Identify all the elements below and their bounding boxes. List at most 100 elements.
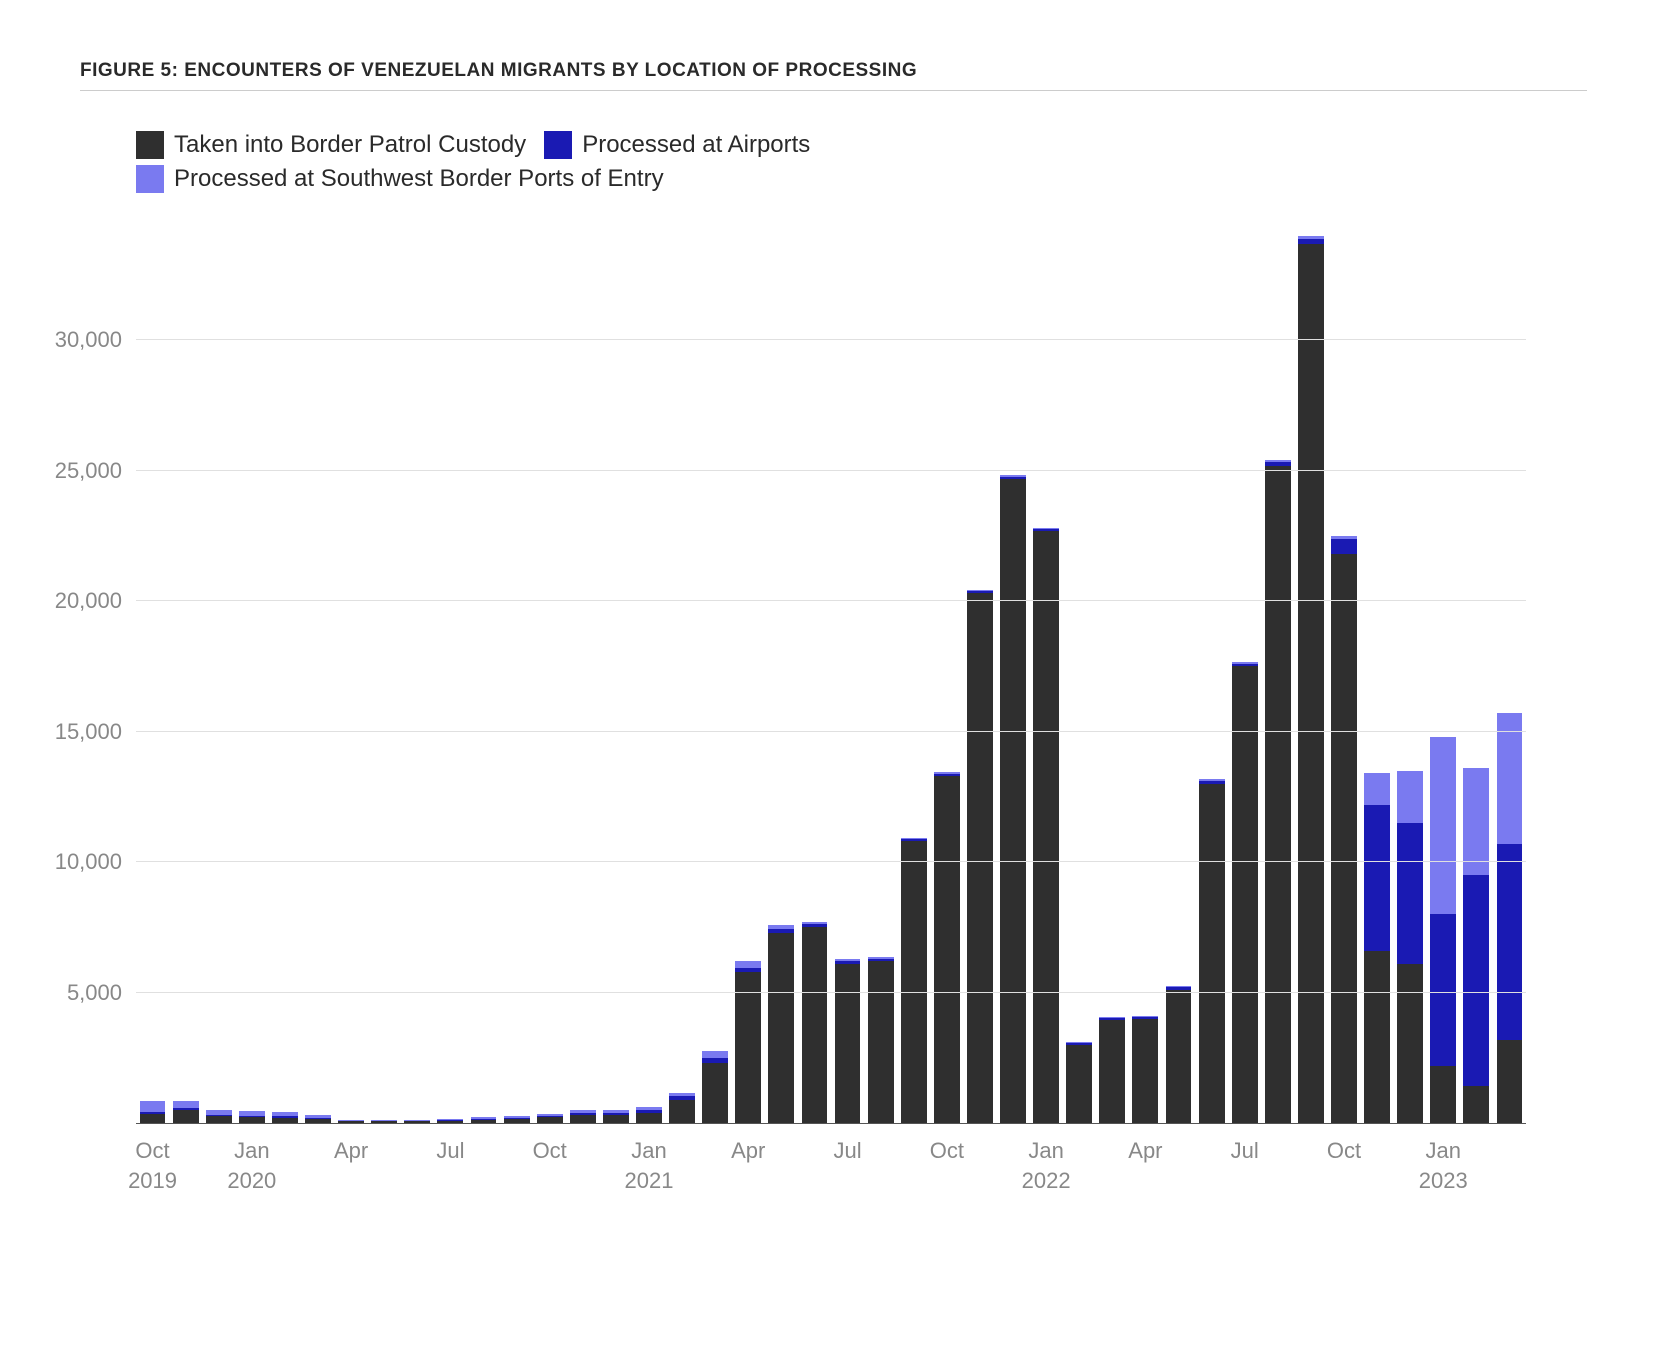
bar-segment-custody	[1199, 784, 1225, 1123]
bar-group	[173, 223, 199, 1123]
bar-group	[437, 223, 463, 1123]
bar-segment-custody	[140, 1114, 166, 1123]
bar-group	[239, 223, 265, 1123]
bar-segment-airports	[1298, 239, 1324, 244]
x-tick-label: Apr	[334, 1136, 368, 1166]
grid-line	[136, 731, 1526, 732]
legend-label-custody: Taken into Border Patrol Custody	[174, 131, 526, 159]
bar-segment-ports	[206, 1110, 232, 1115]
bar-group	[1331, 223, 1357, 1123]
x-tick-label: Jan2022	[1022, 1136, 1071, 1195]
bar-segment-custody	[570, 1115, 596, 1123]
bar-segment-airports	[702, 1058, 728, 1063]
bar-segment-airports	[1066, 1043, 1092, 1045]
x-tick-label: Jan2021	[624, 1136, 673, 1195]
bar-segment-custody	[1331, 554, 1357, 1123]
legend-item-custody: Taken into Border Patrol Custody	[136, 131, 526, 159]
bar-segment-custody	[603, 1115, 629, 1123]
bar-segment-ports	[504, 1116, 530, 1118]
bar-segment-ports	[272, 1112, 298, 1117]
bar-segment-ports	[934, 772, 960, 774]
bar-group	[1132, 223, 1158, 1123]
bar-segment-airports	[537, 1116, 563, 1118]
legend-swatch-ports	[136, 165, 164, 193]
bar-segment-custody	[272, 1118, 298, 1123]
bar-segment-ports	[1000, 475, 1026, 477]
bar-segment-custody	[1000, 479, 1026, 1123]
x-tick-label: Jul	[436, 1136, 464, 1166]
bar-segment-custody	[1364, 951, 1390, 1123]
bar-group	[272, 223, 298, 1123]
bar-group	[1033, 223, 1059, 1123]
bar-segment-custody	[1232, 666, 1258, 1123]
x-tick-label: Jan2023	[1419, 1136, 1468, 1195]
bar-segment-ports	[371, 1120, 397, 1121]
bar-segment-ports	[1265, 460, 1291, 462]
bar-segment-custody	[636, 1113, 662, 1123]
bar-segment-custody	[1497, 1040, 1523, 1123]
bar-segment-airports	[1099, 1018, 1125, 1020]
plot-region: 5,00010,00015,00020,00025,00030,000	[136, 223, 1526, 1124]
bar-segment-airports	[1430, 914, 1456, 1065]
bar-segment-airports	[735, 968, 761, 972]
bar-segment-custody	[1066, 1045, 1092, 1123]
bar-segment-ports	[603, 1110, 629, 1113]
bar-segment-airports	[1132, 1017, 1158, 1019]
bar-group	[1397, 223, 1423, 1123]
bar-segment-custody	[338, 1121, 364, 1123]
bar-segment-ports	[1232, 662, 1258, 664]
y-tick-label: 15,000	[55, 719, 122, 745]
grid-line	[136, 600, 1526, 601]
bar-segment-custody	[471, 1120, 497, 1123]
title-block: FIGURE 5: ENCOUNTERS OF VENEZUELAN MIGRA…	[80, 60, 1587, 91]
bar-group	[1430, 223, 1456, 1123]
bar-segment-airports	[1199, 781, 1225, 784]
bar-segment-ports	[1364, 773, 1390, 804]
bar-segment-ports	[1430, 737, 1456, 914]
bar-group	[570, 223, 596, 1123]
legend-label-airports: Processed at Airports	[582, 131, 810, 159]
bar-segment-airports	[173, 1108, 199, 1110]
bar-segment-airports	[272, 1116, 298, 1118]
bar-segment-airports	[802, 924, 828, 927]
bar-segment-airports	[1000, 477, 1026, 479]
bar-group	[835, 223, 861, 1123]
bar-segment-ports	[735, 961, 761, 968]
bar-segment-custody	[967, 593, 993, 1123]
bar-segment-airports	[1364, 805, 1390, 951]
bar-segment-ports	[338, 1120, 364, 1121]
bar-segment-airports	[1033, 529, 1059, 531]
bar-group	[404, 223, 430, 1123]
bar-segment-airports	[768, 929, 794, 933]
bar-segment-ports	[901, 838, 927, 840]
x-tick-label: Oct	[930, 1136, 964, 1166]
x-tick-label: Jan2020	[227, 1136, 276, 1195]
bar-segment-custody	[1132, 1019, 1158, 1123]
bar-segment-custody	[1033, 531, 1059, 1123]
bar-segment-custody	[868, 961, 894, 1123]
y-tick-label: 25,000	[55, 458, 122, 484]
x-tick-label: Oct	[533, 1136, 567, 1166]
bar-group	[1199, 223, 1225, 1123]
bar-group	[1166, 223, 1192, 1123]
bar-segment-ports	[173, 1101, 199, 1109]
x-tick-label: Apr	[1128, 1136, 1162, 1166]
bar-segment-airports	[1397, 823, 1423, 964]
bar-group	[338, 223, 364, 1123]
bar-segment-ports	[1132, 1016, 1158, 1017]
bar-group	[1099, 223, 1125, 1123]
bar-group	[504, 223, 530, 1123]
bar-segment-custody	[1463, 1086, 1489, 1123]
bar-segment-ports	[702, 1051, 728, 1059]
bar-segment-custody	[371, 1121, 397, 1123]
bar-segment-airports	[669, 1096, 695, 1099]
bar-group	[140, 223, 166, 1123]
x-tick-label: Oct	[1327, 1136, 1361, 1166]
bar-segment-ports	[1298, 236, 1324, 239]
bar-segment-custody	[239, 1117, 265, 1123]
bar-group	[603, 223, 629, 1123]
bar-segment-ports	[1331, 536, 1357, 539]
bar-segment-ports	[967, 590, 993, 592]
figure-title: FIGURE 5: ENCOUNTERS OF VENEZUELAN MIGRA…	[80, 60, 1587, 82]
bar-segment-airports	[603, 1113, 629, 1115]
